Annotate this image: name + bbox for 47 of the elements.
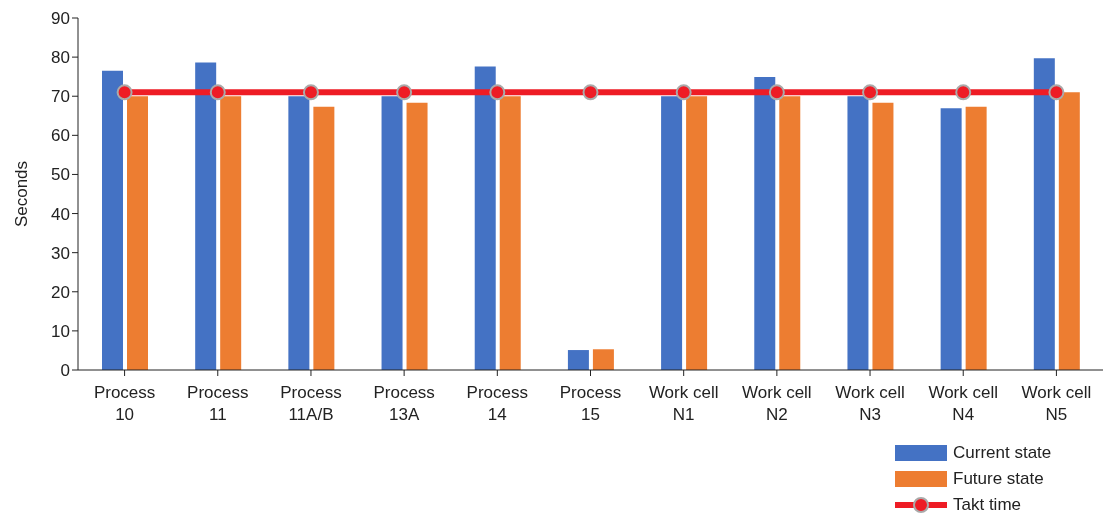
x-tick-label: Work cell N2 (742, 383, 812, 424)
bar (661, 96, 683, 370)
y-tick-label: 10 (51, 321, 70, 341)
bar (499, 96, 521, 370)
bar (381, 96, 403, 370)
bar (220, 96, 242, 370)
bar (592, 349, 614, 370)
x-tick-label: Process 10 (93, 383, 156, 424)
bar (847, 96, 869, 370)
bar (872, 102, 894, 370)
x-tick-label: Process 14 (466, 383, 529, 424)
legend-label: Future state (953, 469, 1044, 489)
y-axis-title: Seconds (12, 160, 32, 228)
x-tick-label: Work cell N1 (648, 383, 719, 424)
x-tick-label: Process 11 (187, 383, 249, 424)
bar (779, 96, 801, 370)
y-tick-label: 50 (51, 165, 70, 185)
bar (406, 102, 428, 370)
bar (567, 350, 589, 370)
bar (127, 96, 148, 370)
bar (1033, 58, 1055, 370)
y-tick-label: 80 (51, 48, 70, 68)
x-tick-label: Work cell N3 (835, 383, 905, 424)
bar (686, 96, 708, 370)
y-tick-label: 20 (51, 282, 70, 302)
bar (102, 70, 123, 370)
x-tick-label: Work cell N5 (1021, 383, 1092, 424)
bar (965, 106, 987, 370)
bar (474, 66, 496, 370)
bar (313, 106, 335, 370)
bar (754, 77, 776, 370)
legend-label: Takt time (953, 495, 1022, 515)
x-tick-label: Work cell N4 (928, 383, 999, 424)
bar (940, 108, 962, 370)
x-tick-label: Process 15 (559, 383, 622, 424)
x-tick-label: Process 11A/B (280, 383, 342, 424)
legend-label: Current state (953, 443, 1052, 463)
bar (1058, 92, 1080, 370)
x-tick-label: Process 13A (373, 383, 435, 424)
bar (288, 96, 310, 370)
y-tick-label: 40 (51, 204, 70, 224)
y-tick-label: 30 (51, 243, 70, 263)
y-tick-label: 60 (51, 126, 70, 146)
y-tick-label: 0 (60, 361, 70, 381)
y-tick-label: 70 (51, 87, 70, 107)
bar (195, 62, 217, 370)
y-tick-label: 90 (51, 9, 70, 29)
